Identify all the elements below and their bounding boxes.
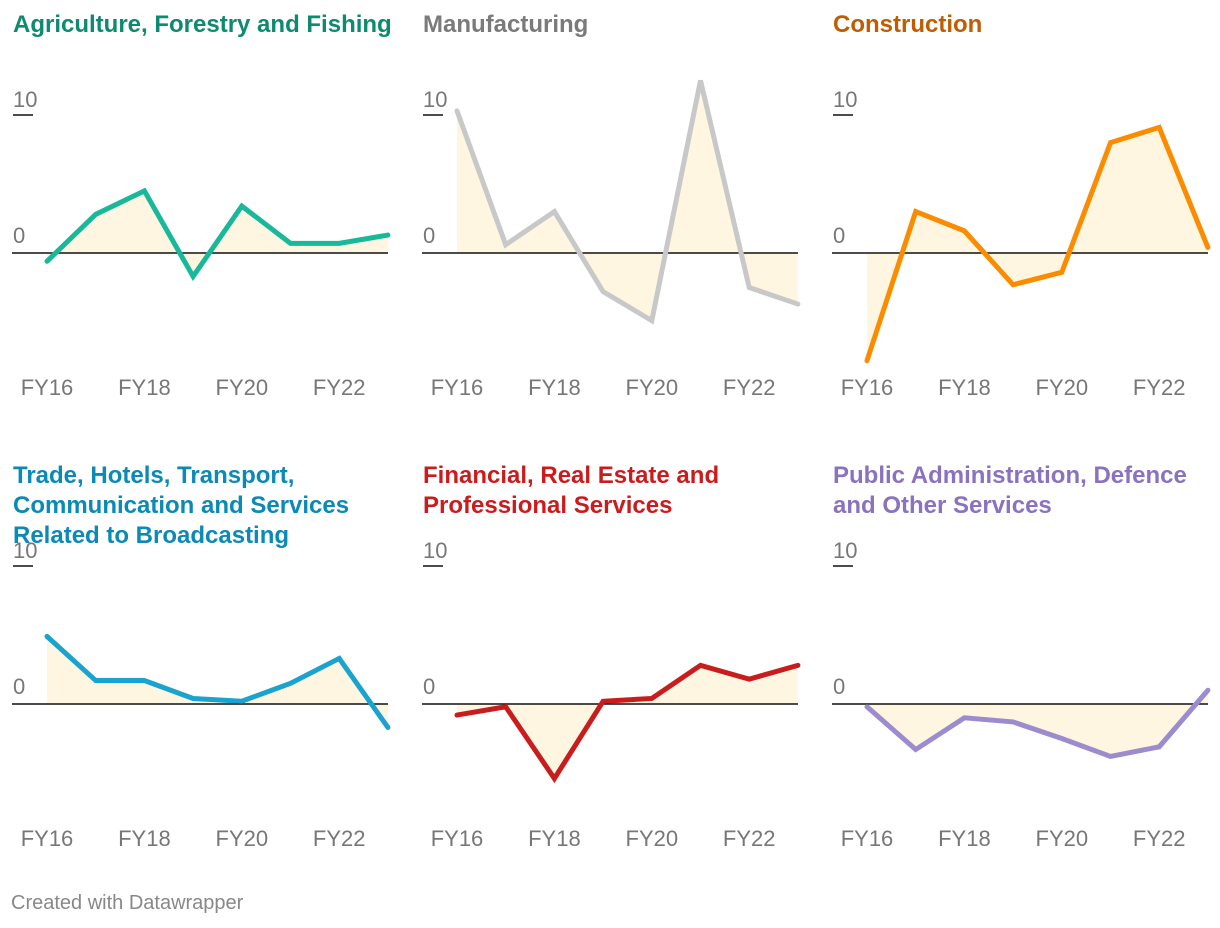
line-chart: 10 0 FY16 FY18 FY20 FY22 [832,87,1211,400]
panel-title: Financial, Real Estate and Professional … [423,462,720,519]
series-line [864,687,1211,760]
x-tick-label: FY20 [626,826,679,851]
x-tick-label: FY22 [1133,375,1186,400]
area-fill [867,690,1208,757]
y-tick-label: 0 [833,674,845,699]
chart-panel: Public Administration, Defence and Other… [820,451,1211,871]
chart-panel: Trade, Hotels, Transport, Communication … [0,451,391,871]
x-tick-label: FY20 [1036,375,1089,400]
series-line [44,187,391,282]
panel-title: Agriculture, Forestry and Fishing [13,11,392,38]
x-tick-label: FY18 [528,375,581,400]
x-tick-label: FY20 [626,375,679,400]
y-tick-label: 0 [833,223,845,248]
line-chart: 10 0 FY16 FY18 FY20 FY22 [12,87,391,400]
x-tick-label: FY16 [431,375,484,400]
panel-title: Construction [833,11,983,38]
chart-panel: Financial, Real Estate and Professional … [410,451,801,871]
chart-panel: Manufacturing 10 0 FY16 FY18 FY20 FY22 [410,0,801,420]
x-tick-label: FY16 [21,826,74,851]
x-tick-label: FY16 [841,826,894,851]
y-tick-label: 10 [833,538,857,563]
y-tick-label: 10 [833,87,857,112]
panel-title: Trade, Hotels, Transport, Communication … [13,462,350,549]
y-tick-label: 0 [13,674,25,699]
y-tick-label: 10 [13,538,37,563]
x-tick-label: FY16 [841,375,894,400]
chart-panel: Construction 10 0 FY16 FY18 FY20 FY22 [820,0,1211,420]
y-tick-label: 10 [423,538,447,563]
line-chart: 10 0 FY16 FY18 FY20 FY22 [832,538,1211,851]
x-tick-label: FY20 [216,826,269,851]
area-fill [47,190,388,277]
x-tick-label: FY18 [118,375,171,400]
x-tick-label: FY16 [431,826,484,851]
footer-credit: Created with Datawrapper [11,892,244,914]
y-tick-label: 0 [423,674,435,699]
line-chart: 10 0 FY16 FY18 FY20 FY22 [422,79,801,400]
series-line [44,633,391,730]
x-tick-label: FY18 [528,826,581,851]
x-tick-label: FY18 [938,375,991,400]
y-tick-label: 0 [423,223,435,248]
area-fill [867,127,1208,361]
x-tick-label: FY22 [313,826,366,851]
x-tick-label: FY22 [723,826,776,851]
x-tick-label: FY18 [938,826,991,851]
x-tick-label: FY22 [313,375,366,400]
series-line [454,79,801,325]
panel-title: Manufacturing [423,11,589,38]
x-tick-label: FY22 [723,375,776,400]
chart-panel: Agriculture, Forestry and Fishing 10 0 FY16… [0,0,392,420]
line-chart: 10 0 FY16 FY18 FY20 FY22 [422,538,801,851]
x-tick-label: FY22 [1133,826,1186,851]
x-tick-label: FY16 [21,375,74,400]
x-tick-label: FY20 [216,375,269,400]
y-tick-label: 0 [13,223,25,248]
area-fill [457,665,798,779]
x-tick-label: FY18 [118,826,171,851]
x-tick-label: FY20 [1036,826,1089,851]
series-line [864,124,1211,364]
line-chart: 10 0 FY16 FY18 FY20 FY22 [12,538,391,851]
panel-title: Public Administration, Defence and Other… [833,462,1187,519]
y-tick-label: 10 [423,87,447,112]
series-line [454,662,801,784]
y-tick-label: 10 [13,87,37,112]
